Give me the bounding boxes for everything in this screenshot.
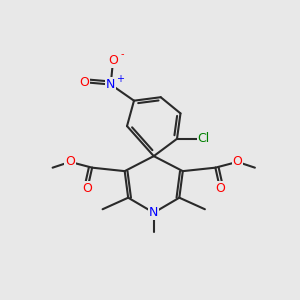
Text: N: N: [106, 78, 116, 91]
Text: O: O: [232, 155, 242, 168]
Text: O: O: [65, 155, 75, 168]
Text: O: O: [215, 182, 225, 195]
Text: O: O: [82, 182, 92, 195]
Text: Cl: Cl: [198, 132, 210, 145]
Text: O: O: [108, 54, 118, 67]
Text: +: +: [116, 74, 124, 84]
Text: -: -: [120, 50, 124, 59]
Text: N: N: [149, 206, 158, 219]
Text: O: O: [79, 76, 89, 89]
